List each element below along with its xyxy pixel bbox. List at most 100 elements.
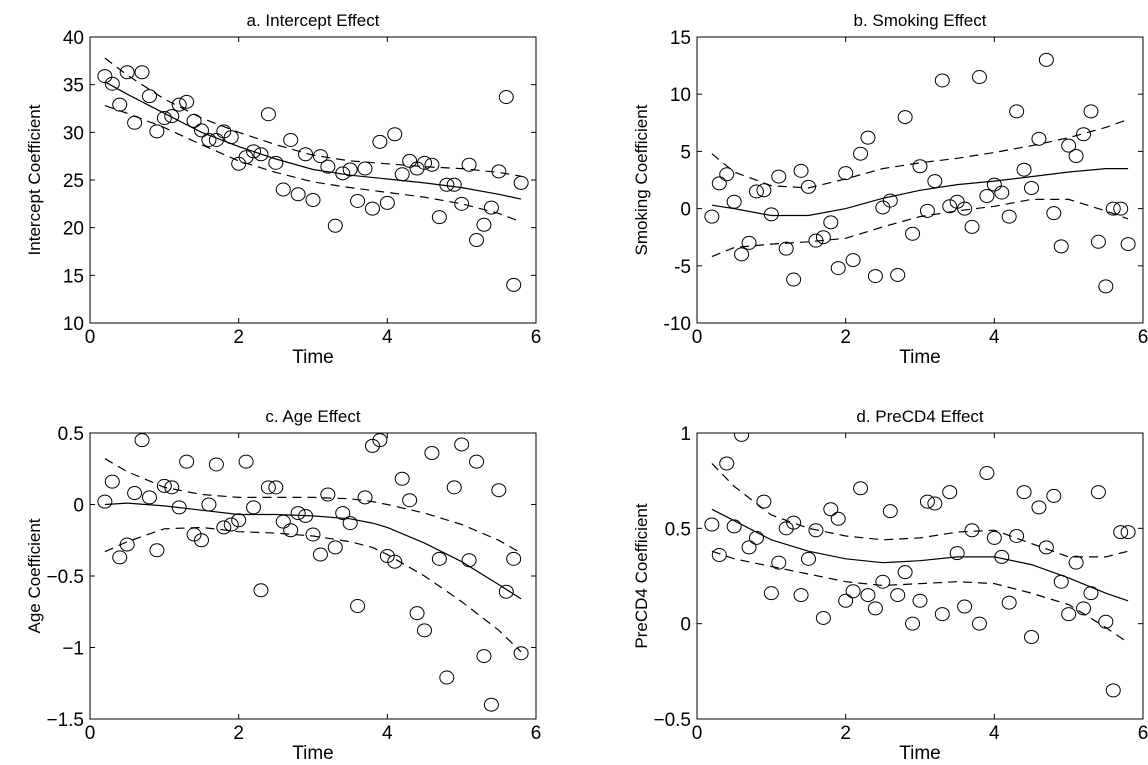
x-tick-label-c: 2: [233, 723, 244, 744]
panel-b: b. Smoking Effect 0 2 4 6 -10 -5 0 5 10 15 Time Smok…: [632, 11, 1148, 368]
confidence-band-1-b: [711, 118, 1129, 189]
confidence-band-2-c: [104, 526, 522, 653]
data-point-d: [979, 466, 995, 481]
data-point-a: [104, 76, 120, 91]
confidence-band-2-d: [711, 550, 1129, 644]
data-point-a: [171, 97, 187, 112]
data-point-c: [268, 480, 284, 495]
data-point-d: [1031, 500, 1047, 515]
x-tick-label-a: 2: [233, 327, 244, 348]
data-point-c: [357, 490, 373, 505]
y-tick-label-a: 10: [63, 314, 84, 335]
data-point-b: [875, 200, 891, 215]
data-point-c: [312, 547, 328, 562]
y-tick-label-d: 0.5: [665, 519, 691, 540]
data-point-b: [979, 189, 995, 204]
data-point-c: [372, 433, 388, 448]
data-point-c: [208, 457, 224, 472]
data-point-a: [149, 124, 165, 139]
plot-frame-a: [89, 36, 537, 324]
data-point-b: [823, 215, 839, 230]
data-point-a: [268, 155, 284, 170]
data-point-a: [134, 65, 150, 80]
data-point-b: [838, 166, 854, 181]
data-point-c: [305, 527, 321, 542]
data-point-b: [964, 219, 980, 234]
data-point-c: [156, 478, 172, 493]
data-point-c: [409, 606, 425, 621]
data-point-d: [853, 481, 869, 496]
data-point-d: [897, 565, 913, 580]
x-axis-label-d: Time: [899, 743, 941, 764]
data-point-a: [156, 111, 172, 126]
data-point-b: [957, 201, 973, 216]
data-point-b: [1053, 239, 1069, 254]
data-point-d: [986, 530, 1002, 545]
data-point-a: [97, 69, 113, 84]
data-point-c: [506, 551, 522, 566]
data-point-c: [171, 500, 187, 515]
y-tick-label-c: −1.5: [46, 710, 84, 731]
data-point-a: [476, 217, 492, 232]
y-tick-label-c: 0.5: [58, 424, 84, 445]
data-point-b: [1120, 237, 1136, 252]
x-tick-label-b: 2: [840, 327, 851, 348]
y-tick-label-a: 35: [63, 76, 84, 97]
y-tick-label-c: −0.5: [46, 567, 84, 588]
data-point-b: [711, 176, 727, 191]
data-point-d: [1046, 488, 1062, 503]
data-point-b: [882, 193, 898, 208]
y-tick-label-a: 15: [63, 266, 84, 287]
data-point-a: [194, 123, 209, 138]
chart-title-b: b. Smoking Effect: [854, 11, 987, 30]
data-point-a: [283, 132, 299, 147]
x-tick-label-d: 2: [840, 723, 851, 744]
data-point-a: [327, 218, 343, 233]
data-point-d: [882, 504, 898, 519]
data-point-a: [402, 153, 418, 168]
data-point-d: [748, 530, 764, 545]
data-point-b: [719, 167, 735, 182]
data-point-d: [1105, 683, 1121, 698]
data-point-a: [231, 156, 247, 171]
data-point-b: [1009, 104, 1025, 119]
x-tick-label-b: 4: [989, 327, 1000, 348]
data-point-c: [461, 553, 477, 568]
data-point-c: [275, 514, 291, 529]
data-point-d: [860, 588, 876, 603]
data-point-a: [431, 210, 447, 225]
data-point-c: [179, 454, 195, 469]
data-point-b: [890, 267, 906, 282]
data-point-a: [506, 277, 522, 292]
data-point-d: [1053, 574, 1069, 589]
data-point-a: [461, 157, 477, 172]
y-tick-label-b: 15: [670, 28, 691, 49]
data-point-a: [112, 97, 128, 112]
data-point-b: [726, 194, 742, 209]
data-point-c: [439, 670, 455, 685]
data-point-b: [778, 241, 794, 256]
data-point-c: [446, 480, 462, 495]
data-point-d: [934, 607, 950, 622]
data-point-c: [350, 599, 366, 614]
x-tick-label-b: 0: [692, 327, 703, 348]
chart-title-a: a. Intercept Effect: [247, 11, 380, 30]
x-axis-label-c: Time: [292, 743, 334, 764]
plot-frame-b: [696, 36, 1144, 324]
data-point-a: [372, 134, 388, 149]
data-point-c: [335, 506, 351, 521]
data-point-a: [164, 109, 180, 124]
data-point-c: [298, 508, 314, 523]
data-point-b: [942, 199, 958, 214]
data-point-b: [1076, 127, 1092, 142]
data-point-d: [845, 584, 861, 599]
data-point-d: [793, 588, 809, 603]
data-point-d: [704, 517, 720, 532]
data-point-a: [305, 193, 321, 208]
data-point-a: [394, 167, 410, 182]
data-point-c: [231, 513, 247, 528]
data-point-d: [927, 496, 943, 511]
data-point-a: [298, 147, 314, 162]
data-point-c: [201, 497, 217, 512]
data-point-b: [994, 185, 1010, 200]
